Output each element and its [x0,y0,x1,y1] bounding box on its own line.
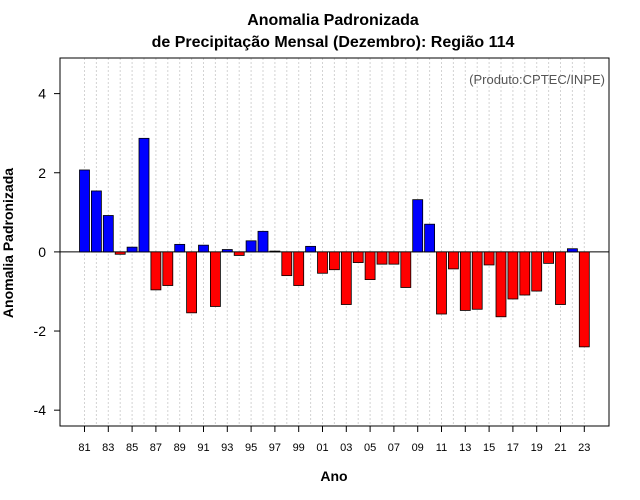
bar-88 [162,251,174,286]
bar-99 [293,251,305,286]
bar-09 [412,199,424,253]
credit-text: (Produto:CPTEC/INPE) [469,72,605,87]
x-tick-label: 19 [531,442,543,454]
x-tick-label: 11 [436,442,447,454]
y-tick-label: -2 [34,323,47,339]
bar-14 [471,251,483,310]
x-tick-label: 97 [269,442,281,454]
y-axis-label: Anomalia Padronizada [0,168,16,318]
bar-84 [114,251,126,255]
bar-00 [305,245,317,253]
bar-22 [567,248,578,253]
x-tick-label: 95 [245,442,257,454]
grid [84,58,585,426]
bar-92 [209,251,221,307]
bar-13 [459,251,471,311]
bar-95 [245,240,257,253]
bar-23 [578,251,590,348]
y-tick-label: 4 [38,86,46,102]
bar-90 [186,251,198,314]
x-tick-label: 21 [554,442,566,454]
x-axis: 81 83 85 87 89 91 93 95 97 99 01 03 05 07 09 11 13 15 17 19… [78,426,590,454]
bar-82 [91,190,102,253]
bar-15 [483,251,495,266]
x-tick-label: 09 [412,442,424,454]
y-tick-label: 0 [38,244,46,260]
y-axis: -4 -2 0 2 4 [34,86,60,418]
x-tick-label: 93 [221,442,233,454]
bar-03 [340,251,352,305]
plot-frame [59,57,610,427]
bar-21 [555,251,566,305]
x-tick-label: 81 [78,442,90,454]
bar-91 [198,244,209,253]
bar-20 [543,251,554,264]
bar-86 [138,137,150,253]
bar-97 [269,250,281,253]
bar-98 [281,251,293,277]
bars [79,137,590,348]
x-tick-label: 15 [483,442,495,454]
x-tick-label: 17 [507,442,519,454]
bar-83 [102,215,114,253]
x-tick-label: 05 [364,442,376,454]
bar-93 [221,249,233,253]
bar-85 [126,246,138,253]
x-tick-label: 07 [388,442,400,454]
x-tick-label: 87 [150,442,162,454]
x-tick-label: 13 [459,442,471,454]
bar-81 [79,169,90,253]
bar-10 [424,223,436,253]
bar-87 [150,251,162,291]
y-tick-label: 2 [38,165,46,181]
chart-subtitle: de Precipitação Mensal (Dezembro): Regiã… [152,34,515,51]
x-tick-label: 83 [102,442,114,454]
x-tick-label: 91 [197,442,209,454]
bar-06 [376,251,388,265]
bar-17 [507,251,519,300]
bar-05 [364,251,376,280]
bar-11 [436,251,447,315]
bar-12 [447,251,459,270]
bar-19 [531,251,543,292]
bar-89 [174,243,186,253]
x-tick-label: 99 [293,442,305,454]
x-tick-label: 89 [174,442,186,454]
bar-07 [388,251,400,265]
x-tick-label: 03 [340,442,352,454]
bar-08 [400,251,412,288]
chart-title: Anomalia Padronizada [247,12,419,29]
bar-02 [328,251,340,271]
bar-96 [257,230,269,253]
x-tick-label: 85 [126,442,138,454]
x-tick-label: 23 [578,442,590,454]
x-tick-label: 01 [316,442,328,454]
bar-01 [317,251,328,274]
bar-18 [519,251,531,296]
y-tick-label: -4 [34,402,47,418]
x-axis-label: Ano [320,468,347,484]
bar-94 [233,251,245,256]
bar-16 [495,251,507,318]
bar-04 [352,251,364,263]
